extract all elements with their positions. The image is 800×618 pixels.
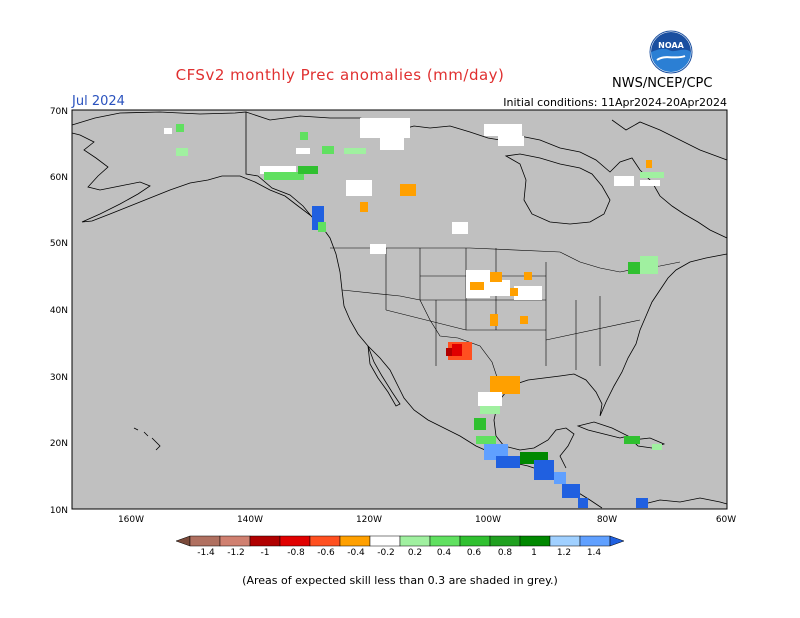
legend-label: -0.2 <box>377 548 395 558</box>
lat-label-70n: 70N <box>50 107 68 117</box>
lat-label-40n: 40N <box>50 306 68 316</box>
legend-label: 1.4 <box>587 548 602 558</box>
legend-label: -1.2 <box>227 548 245 558</box>
lat-label-30n: 30N <box>50 373 68 383</box>
legend-label: 0.8 <box>498 548 513 558</box>
legend-swatch <box>429 535 461 547</box>
lat-label-50n: 50N <box>50 239 68 249</box>
legend-label: -0.8 <box>287 548 305 558</box>
axis-labels: 70N 60N 50N 40N 30N 20N 10N 160W 140W 12… <box>50 107 736 525</box>
legend-swatch <box>339 535 371 547</box>
legend-swatch <box>399 535 431 547</box>
legend-swatch <box>549 535 581 547</box>
legend-label: -1.4 <box>197 548 215 558</box>
legend-arrow-left <box>175 535 191 547</box>
legend-label: 0.2 <box>408 548 422 558</box>
footnote: (Areas of expected skill less than 0.3 a… <box>242 574 558 587</box>
map-area <box>71 109 728 510</box>
logo-text: NOAA <box>658 41 684 50</box>
legend-label: -0.6 <box>317 548 335 558</box>
forecast-month: Jul 2024 <box>72 94 125 109</box>
initial-conditions: Initial conditions: 11Apr2024-20Apr2024 <box>503 96 727 109</box>
legend-swatch <box>459 535 491 547</box>
lat-label-60n: 60N <box>50 173 68 183</box>
legend-label: 0.4 <box>437 548 452 558</box>
legend-labels: -1.4 -1.2 -1 -0.8 -0.6 -0.4 -0.2 0.2 0.4… <box>197 548 601 558</box>
color-legend <box>175 535 625 547</box>
lon-label-80w: 80W <box>597 515 617 525</box>
lat-label-10n: 10N <box>50 506 68 516</box>
borders <box>330 247 681 402</box>
organization-label: NWS/NCEP/CPC <box>612 76 713 91</box>
legend-label: -1 <box>261 548 270 558</box>
legend-label: 0.6 <box>467 548 482 558</box>
legend-swatch <box>219 535 251 547</box>
legend-arrow-right <box>609 535 625 547</box>
legend-swatch <box>279 535 311 547</box>
legend-label: 1.2 <box>557 548 571 558</box>
legend-label: -0.4 <box>347 548 365 558</box>
legend-label: 1 <box>531 548 537 558</box>
legend-swatch <box>309 535 341 547</box>
legend-swatch <box>189 535 221 547</box>
lon-label-140w: 140W <box>237 515 263 525</box>
legend-swatch <box>579 535 611 547</box>
lon-label-160w: 160W <box>118 515 144 525</box>
lon-label-60w: 60W <box>716 515 736 525</box>
legend-swatch <box>249 535 281 547</box>
map-title: CFSv2 monthly Prec anomalies (mm/day) <box>175 66 505 84</box>
noaa-logo: NOAA <box>649 30 693 74</box>
legend-swatch <box>519 535 551 547</box>
anomaly-patches <box>164 118 664 508</box>
legend-swatch <box>489 535 521 547</box>
lon-label-120w: 120W <box>356 515 382 525</box>
lon-label-100w: 100W <box>475 515 501 525</box>
legend-swatch <box>369 535 401 547</box>
lat-label-20n: 20N <box>50 439 68 449</box>
